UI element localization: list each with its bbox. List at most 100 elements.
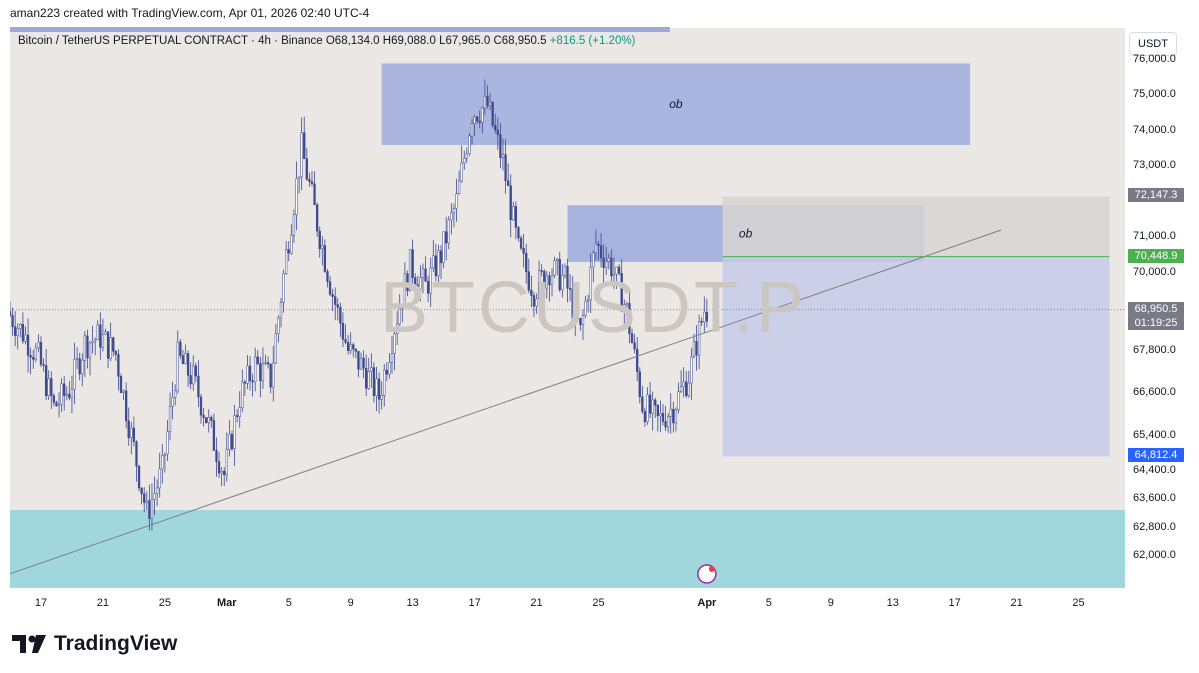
candle xyxy=(233,405,236,466)
candle xyxy=(16,323,19,350)
candle xyxy=(104,328,107,335)
chart-area[interactable]: ob ob BTCUSDT.P xyxy=(10,28,1125,588)
candle xyxy=(566,258,569,303)
time-axis[interactable] xyxy=(10,588,1125,616)
candle xyxy=(370,353,373,388)
candle xyxy=(256,350,259,366)
candle xyxy=(478,110,481,129)
candle xyxy=(70,375,74,414)
candle xyxy=(576,284,579,322)
candle xyxy=(700,317,703,327)
currency-button[interactable]: USDT xyxy=(1129,32,1177,56)
tradingview-logo-icon xyxy=(12,635,46,653)
price-label: 64,812.4 xyxy=(1128,448,1184,463)
candle xyxy=(55,400,58,407)
time-tick: 9 xyxy=(827,597,834,609)
candle xyxy=(383,363,386,407)
chart-canvas[interactable]: ob ob BTCUSDT.P xyxy=(10,28,1125,588)
candle xyxy=(661,404,665,426)
chart-credit: aman223 created with TradingView.com, Ap… xyxy=(10,6,370,20)
candle xyxy=(561,263,564,298)
candle xyxy=(388,353,391,379)
candle xyxy=(99,312,102,360)
candle xyxy=(336,298,339,321)
candle xyxy=(323,239,327,273)
candle xyxy=(506,163,510,186)
price-tick: 74,000.0 xyxy=(1133,123,1176,136)
candle xyxy=(37,334,40,353)
candle xyxy=(543,269,546,292)
candle xyxy=(357,350,360,378)
candle xyxy=(83,331,86,378)
candle xyxy=(703,296,706,333)
candle xyxy=(117,349,120,391)
candle xyxy=(535,293,538,314)
candle xyxy=(57,392,61,418)
candle xyxy=(122,389,125,400)
candle xyxy=(277,315,280,343)
candle xyxy=(499,122,502,169)
ob-zone-upper xyxy=(381,63,971,145)
candle xyxy=(266,356,270,369)
candle xyxy=(457,170,461,195)
candle xyxy=(522,233,525,268)
candle xyxy=(279,297,283,328)
candle xyxy=(398,294,401,326)
candle xyxy=(251,373,254,397)
time-tick: 17 xyxy=(468,597,481,609)
high-value: H69,088.0 xyxy=(382,35,436,47)
candle xyxy=(168,392,172,441)
close-value: C68,950.5 xyxy=(493,35,547,47)
candle xyxy=(285,240,288,275)
candle xyxy=(109,322,112,362)
candle xyxy=(119,373,123,394)
candle xyxy=(380,381,383,410)
candle xyxy=(29,347,32,375)
price-label: 72,147.3 xyxy=(1128,188,1184,203)
candle xyxy=(563,263,567,279)
candle xyxy=(602,244,605,285)
candle xyxy=(274,324,277,365)
candle xyxy=(21,312,25,345)
candle xyxy=(308,172,311,187)
brand-text: TradingView xyxy=(54,632,178,655)
candle xyxy=(210,415,213,428)
candle xyxy=(205,417,208,424)
candle xyxy=(375,366,378,412)
price-tick: 62,800.0 xyxy=(1133,520,1176,533)
candle xyxy=(372,362,376,403)
candle xyxy=(633,333,636,354)
candle xyxy=(419,265,422,302)
candle xyxy=(155,479,159,507)
candle xyxy=(607,253,610,270)
candle xyxy=(697,314,701,370)
candle xyxy=(517,225,520,242)
time-tick: 25 xyxy=(158,597,171,609)
candle xyxy=(313,171,316,205)
candle xyxy=(179,338,182,360)
candle xyxy=(705,298,709,328)
candle xyxy=(553,256,556,278)
candle xyxy=(52,393,56,407)
candle xyxy=(468,133,471,157)
candle xyxy=(315,202,319,237)
candle xyxy=(96,320,99,341)
candle xyxy=(243,379,247,396)
candle xyxy=(11,307,14,336)
candle xyxy=(248,356,252,391)
demand-zone xyxy=(10,510,1125,588)
price-tick: 73,000.0 xyxy=(1133,159,1176,172)
candle xyxy=(537,260,541,308)
low-value: L67,965.0 xyxy=(439,35,491,47)
candle xyxy=(483,79,487,116)
candle xyxy=(189,362,192,390)
symbol-watermark: BTCUSDT.P xyxy=(380,268,807,348)
zone-label: ob xyxy=(669,97,683,111)
candle xyxy=(414,273,417,294)
time-tick: 21 xyxy=(530,597,543,609)
candle xyxy=(470,118,474,145)
candle xyxy=(594,229,598,261)
price-tick: 66,600.0 xyxy=(1133,386,1176,399)
candle xyxy=(509,174,512,238)
candle xyxy=(674,407,678,432)
